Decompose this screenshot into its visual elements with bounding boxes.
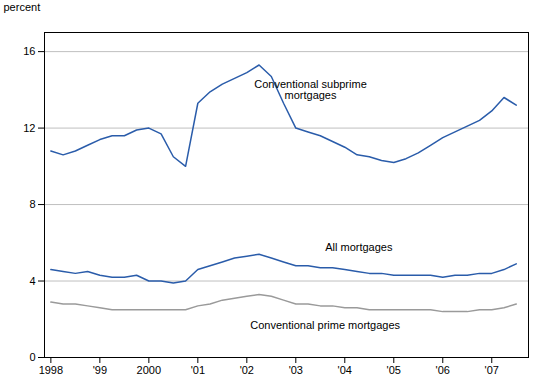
- svg-text:'05: '05: [387, 364, 401, 376]
- svg-text:'99: '99: [93, 364, 107, 376]
- svg-text:All mortgages: All mortgages: [325, 241, 393, 253]
- svg-text:percent: percent: [4, 1, 41, 13]
- svg-text:8: 8: [29, 198, 35, 210]
- svg-text:16: 16: [23, 45, 35, 57]
- svg-text:4: 4: [29, 275, 35, 287]
- svg-text:1998: 1998: [39, 364, 63, 376]
- svg-text:'07: '07: [485, 364, 499, 376]
- svg-text:12: 12: [23, 122, 35, 134]
- svg-text:'06: '06: [436, 364, 450, 376]
- svg-text:Conventional prime mortgages: Conventional prime mortgages: [250, 319, 400, 331]
- svg-text:'01: '01: [191, 364, 205, 376]
- svg-text:2000: 2000: [137, 364, 161, 376]
- svg-text:Conventional subprimemortgages: Conventional subprimemortgages: [254, 78, 367, 101]
- svg-text:'04: '04: [338, 364, 352, 376]
- svg-text:0: 0: [29, 351, 35, 363]
- svg-text:'02: '02: [240, 364, 254, 376]
- svg-text:'03: '03: [289, 364, 303, 376]
